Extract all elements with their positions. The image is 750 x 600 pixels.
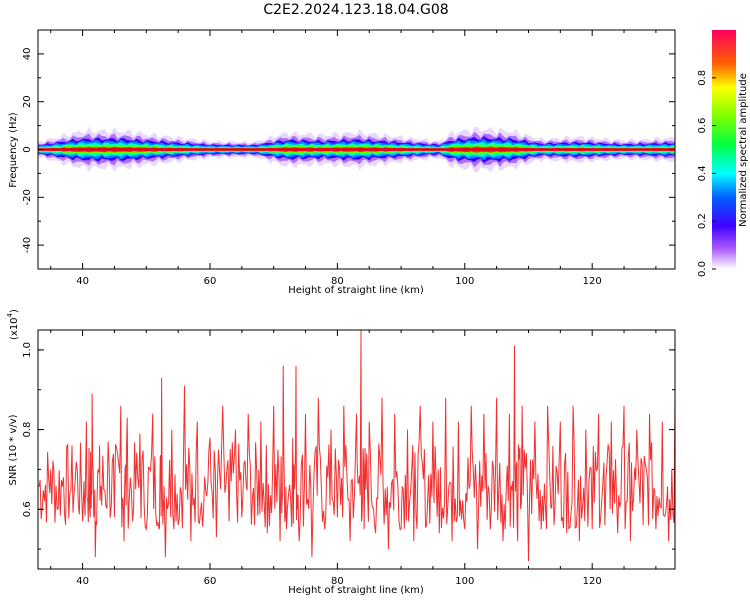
x-tick-label: 60 [204, 576, 217, 587]
colorbar-tick-label: 0.8 [697, 70, 708, 86]
x-tick-label: 80 [331, 576, 344, 587]
colorbar-gradient [712, 30, 736, 269]
x-tick-label: 40 [76, 276, 89, 287]
colorbar-ticks: 0.0 0.2 0.4 0.6 0.8 [697, 70, 716, 277]
snr-xlabel: Height of straight line (km) [288, 585, 424, 596]
colorbar-tick-label: 0.2 [697, 213, 708, 229]
snr-panel: 40 60 80 100 120 0.6 0.8 1.0 Height of straight… [6, 309, 676, 596]
x-tick-label: 40 [76, 576, 89, 587]
colorbar-tick-label: 0.0 [697, 261, 708, 277]
snr-ylabel: SNR (10 * v/v) [8, 414, 19, 485]
y-tick-label: 0 [22, 146, 33, 152]
y-tick-label: 20 [22, 95, 33, 108]
snr-ticks: 40 60 80 100 120 0.6 0.8 1.0 [22, 330, 675, 587]
y-tick-label: -20 [22, 189, 33, 205]
snr-scale-label: (x104) [6, 309, 20, 340]
x-tick-label: 120 [583, 576, 602, 587]
y-tick-label: 0.6 [22, 501, 33, 517]
y-tick-label: -40 [22, 237, 33, 253]
colorbar: 0.0 0.2 0.4 0.6 0.8 Normalized spectral ampl… [697, 30, 749, 277]
y-tick-label: 0.8 [22, 422, 33, 438]
snr-frame [37, 329, 676, 570]
colorbar-tick-label: 0.6 [697, 118, 708, 134]
y-tick-label: 1.0 [22, 342, 33, 358]
colorbar-tick-label: 0.4 [697, 165, 708, 181]
spectrogram-panel: 40 60 80 100 120 -40 -20 0 20 40 Height of straig… [8, 29, 676, 296]
x-tick-label: 120 [583, 276, 602, 287]
spectrogram-ylabel: Frequency (Hz) [8, 112, 19, 188]
x-tick-label: 100 [455, 576, 474, 587]
y-tick-label: 40 [22, 48, 33, 61]
spectrogram-ticks: 40 60 80 100 120 -40 -20 0 20 40 [22, 29, 675, 287]
x-tick-label: 80 [331, 276, 344, 287]
snr-scale-text: (x104) [6, 309, 20, 340]
figure-title: C2E2.2024.123.18.04.G08 [263, 2, 448, 18]
x-tick-label: 100 [455, 276, 474, 287]
spectrogram-xlabel: Height of straight line (km) [288, 285, 424, 296]
spectrogram-band [38, 126, 675, 173]
snr-series-line [38, 330, 675, 562]
colorbar-label: Normalized spectral amplitude [738, 73, 749, 227]
x-tick-label: 60 [204, 276, 217, 287]
